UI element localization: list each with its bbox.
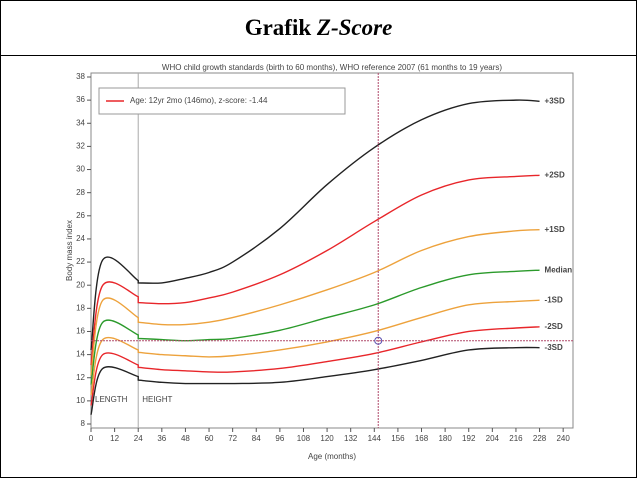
curve bbox=[90, 174, 540, 366]
series-label: +1SD bbox=[545, 225, 565, 234]
y-tick-label: 14 bbox=[76, 350, 85, 359]
table-header: Grafik Z-Score bbox=[1, 1, 636, 56]
series-label: -2SD bbox=[545, 322, 563, 331]
y-tick-label: 30 bbox=[76, 165, 85, 174]
curve bbox=[90, 346, 540, 415]
y-tick-label: 12 bbox=[76, 373, 85, 382]
series-label: Median bbox=[545, 265, 573, 274]
legend-text: Age: 12yr 2mo (146mo), z-score: -1.44 bbox=[130, 96, 268, 105]
series-label: -3SD bbox=[545, 343, 563, 352]
y-tick-label: 8 bbox=[81, 419, 86, 428]
x-tick-label: 228 bbox=[533, 434, 547, 443]
x-tick-label: 180 bbox=[438, 434, 452, 443]
curve bbox=[90, 228, 540, 376]
y-tick-label: 26 bbox=[76, 211, 85, 220]
annotation: HEIGHT bbox=[142, 395, 172, 404]
x-axis-label: Age (months) bbox=[308, 452, 356, 461]
x-tick-label: 0 bbox=[89, 434, 94, 443]
x-tick-label: 24 bbox=[134, 434, 143, 443]
x-tick-label: 144 bbox=[368, 434, 382, 443]
point bbox=[374, 336, 383, 345]
x-tick-label: 192 bbox=[462, 434, 476, 443]
x-tick-label: 96 bbox=[275, 434, 284, 443]
legend-box bbox=[98, 87, 346, 115]
x-tick-label: 108 bbox=[297, 434, 311, 443]
header-title: Grafik bbox=[244, 15, 312, 40]
series-label: -1SD bbox=[545, 295, 563, 304]
plot-frame bbox=[90, 72, 574, 429]
curve bbox=[90, 326, 540, 406]
y-tick-label: 32 bbox=[76, 142, 85, 151]
series-label: +3SD bbox=[545, 96, 565, 105]
y-tick-label: 24 bbox=[76, 234, 85, 243]
x-tick-label: 48 bbox=[181, 434, 190, 443]
x-tick-label: 168 bbox=[415, 434, 429, 443]
curve bbox=[90, 99, 540, 351]
y-axis-label: Body mass index bbox=[65, 220, 74, 281]
y-tick-label: 20 bbox=[76, 280, 85, 289]
y-tick-label: 36 bbox=[76, 95, 85, 104]
x-tick-label: 204 bbox=[486, 434, 500, 443]
y-tick-label: 38 bbox=[76, 72, 85, 81]
y-tick-label: 16 bbox=[76, 327, 85, 336]
x-tick-label: 156 bbox=[391, 434, 405, 443]
x-tick-label: 240 bbox=[556, 434, 570, 443]
y-tick-label: 34 bbox=[76, 118, 85, 127]
curve bbox=[90, 269, 540, 385]
x-tick-label: 120 bbox=[320, 434, 334, 443]
annotation: LENGTH bbox=[95, 395, 128, 404]
series-label: +2SD bbox=[545, 170, 565, 179]
y-tick-label: 22 bbox=[76, 257, 85, 266]
x-tick-label: 216 bbox=[509, 434, 523, 443]
x-tick-label: 60 bbox=[205, 434, 214, 443]
y-tick-label: 28 bbox=[76, 188, 85, 197]
x-tick-label: 132 bbox=[344, 434, 358, 443]
header-emphasis: Z-Score bbox=[316, 15, 393, 40]
x-tick-label: 72 bbox=[228, 434, 237, 443]
x-tick-label: 84 bbox=[252, 434, 261, 443]
x-tick-label: 36 bbox=[157, 434, 166, 443]
curve bbox=[90, 299, 540, 396]
x-tick-label: 12 bbox=[110, 434, 119, 443]
y-tick-label: 18 bbox=[76, 303, 85, 312]
chart-title: WHO child growth standards (birth to 60 … bbox=[162, 63, 502, 72]
y-tick-label: 10 bbox=[76, 396, 85, 405]
